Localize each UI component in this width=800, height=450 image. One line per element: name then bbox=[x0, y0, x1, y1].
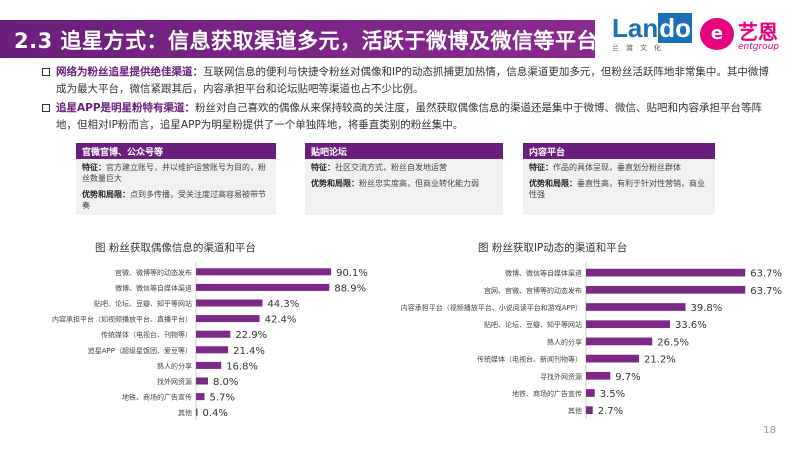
value-label: 0.4% bbox=[203, 408, 228, 419]
paragraph-1: 网络为粉丝追星提供绝佳渠道：互联网信息的便利与快捷令粉丝对偶像和IP的动态抓捕更… bbox=[42, 64, 776, 98]
entgroup-logo-en: entgroup bbox=[738, 42, 780, 52]
entgroup-logo-cn: 艺恩 bbox=[738, 20, 778, 44]
box-feature: 作品的具体呈现，垂直划分粉丝群体 bbox=[553, 163, 681, 172]
category-label: 熟人的分享 bbox=[157, 361, 192, 370]
value-label: 39.8% bbox=[691, 303, 723, 314]
category-label: 地铁、商场的广告宣传 bbox=[122, 393, 192, 402]
page-number: 18 bbox=[763, 425, 776, 436]
bar bbox=[196, 346, 229, 354]
category-label: 贴吧、论坛、豆瓣、知乎等网站 bbox=[94, 299, 192, 308]
box-header: 内容平台 bbox=[523, 143, 715, 159]
paragraph-2-text: 粉丝对自己喜欢的偶像从来保持较高的关注度，虽然获取偶像信息的渠道还是集中于微博、… bbox=[56, 102, 763, 131]
box-pro: 点到多传播，受关注度过高容易被带节奏 bbox=[82, 190, 266, 210]
value-label: 21.2% bbox=[644, 355, 676, 366]
chart-title-left: 图 粉丝获取偶像信息的渠道和平台 bbox=[95, 242, 256, 254]
bar bbox=[586, 337, 653, 346]
bar bbox=[586, 268, 746, 277]
value-label: 44.3% bbox=[267, 299, 299, 310]
value-label: 8.0% bbox=[213, 377, 238, 388]
value-label: 63.7% bbox=[750, 286, 782, 297]
value-label: 63.7% bbox=[750, 269, 782, 280]
chart-idol-info-channels: 官微、微博等的动态发布 90.1% 微博、微信等自媒体渠道 88.9% 贴吧、论坛、豆瓣… bbox=[52, 262, 368, 420]
bar bbox=[586, 371, 611, 380]
bar bbox=[586, 285, 746, 294]
value-label: 90.1% bbox=[336, 268, 368, 279]
box-feature: 官方建立账号，并以维护运营账号为目的，粉丝数量巨大 bbox=[82, 163, 266, 183]
paragraph-1-lead: 网络为粉丝追星提供绝佳渠道： bbox=[56, 66, 203, 78]
chart-ip-info-channels: 微博、微信等自媒体渠道 63.7% 官网、官微、官博等的动态发布 63.7% 内容承担平… bbox=[401, 262, 782, 419]
value-label: 5.7% bbox=[210, 393, 235, 404]
box-feature-label: 特征： bbox=[529, 163, 553, 172]
title-bar: 2.3 追星方式：信息获取渠道多元，活跃于微博及微信等平台 bbox=[0, 20, 599, 58]
bar bbox=[196, 315, 260, 323]
category-label: 寻找外网资源 bbox=[540, 372, 582, 381]
category-label: 微博、微信等自媒体渠道 bbox=[505, 269, 582, 278]
bar bbox=[586, 320, 670, 329]
lando-logo: Lando 兰渡文化 bbox=[612, 13, 692, 58]
channel-box-forum: 贴吧论坛 特征：社区交流方式，粉丝自发地运营 优势和局限：粉丝忠实度高，但商业转… bbox=[305, 143, 503, 215]
value-label: 33.6% bbox=[675, 320, 707, 331]
box-feature-label: 特征： bbox=[82, 163, 106, 172]
bar bbox=[586, 406, 593, 415]
category-label: 官网、官微、官博等的动态发布 bbox=[484, 286, 582, 295]
box-header: 贴吧论坛 bbox=[305, 143, 503, 159]
square-bullet-icon bbox=[42, 104, 50, 112]
box-pro-label: 优势和局限： bbox=[82, 190, 130, 199]
box-pro: 垂直性高，有利于针对性营销，商业性强 bbox=[529, 179, 705, 199]
category-label: 传统媒体（电视台、新闻刊物等） bbox=[477, 355, 582, 364]
paragraph-1-text: 互联网信息的便利与快捷令粉丝对偶像和IP的动态抓捕更加热情，信息渠道更加多元，但… bbox=[56, 66, 769, 95]
paragraph-2: 追星APP是明星粉特有渠道：粉丝对自己喜欢的偶像从来保持较高的关注度，虽然获取偶… bbox=[42, 100, 776, 134]
bar bbox=[196, 330, 231, 338]
box-pro-label: 优势和局限： bbox=[311, 179, 359, 188]
chart-title-right: 图 粉丝获取IP动态的渠道和平台 bbox=[478, 242, 628, 254]
lando-logo-word: Lando bbox=[612, 13, 692, 43]
box-feature: 社区交流方式，粉丝自发地运营 bbox=[335, 163, 447, 172]
bar bbox=[196, 299, 263, 307]
bar bbox=[196, 377, 208, 385]
value-label: 9.7% bbox=[615, 372, 640, 383]
category-label: 贴吧、论坛、豆瓣、知乎等网站 bbox=[484, 320, 582, 329]
bar bbox=[196, 283, 330, 291]
bar bbox=[586, 354, 639, 363]
category-label: 熟人的分享 bbox=[547, 337, 582, 346]
paragraph-2-lead: 追星APP是明星粉特有渠道： bbox=[56, 102, 196, 114]
bar bbox=[196, 408, 198, 416]
category-label: 找外网资源 bbox=[157, 377, 192, 386]
category-label: 微博、微信等自媒体渠道 bbox=[115, 283, 192, 292]
box-feature-label: 特征： bbox=[311, 163, 335, 172]
bar bbox=[586, 303, 686, 311]
value-label: 21.4% bbox=[233, 346, 265, 357]
category-label: 内容承担平台（如视频播放平台、直播平台） bbox=[52, 315, 192, 324]
category-label: 其他 bbox=[178, 408, 192, 417]
value-label: 16.8% bbox=[226, 361, 258, 372]
category-label: 地铁、商场的广告宣传 bbox=[512, 389, 582, 398]
category-label: 其他 bbox=[568, 406, 582, 415]
lando-logo-sub: 兰渡文化 bbox=[612, 44, 668, 52]
bar bbox=[196, 361, 222, 369]
entgroup-logo: e 艺恩 entgroup bbox=[700, 16, 790, 56]
box-pro: 粉丝忠实度高，但商业转化能力弱 bbox=[359, 179, 479, 188]
category-label: 官微、微博等的动态发布 bbox=[115, 268, 192, 277]
value-label: 26.5% bbox=[657, 337, 689, 348]
box-header: 官微官博、公众号等 bbox=[76, 143, 276, 159]
entgroup-mark-icon: e bbox=[700, 18, 734, 50]
value-label: 3.5% bbox=[600, 389, 625, 400]
channel-box-official: 官微官博、公众号等 特征：官方建立账号，并以维护运营账号为目的，粉丝数量巨大 优… bbox=[76, 143, 276, 215]
channel-box-content: 内容平台 特征：作品的具体呈现，垂直划分粉丝群体 优势和局限：垂直性高，有利于针… bbox=[523, 143, 715, 215]
category-label: 传统媒体（电视台、刊物等） bbox=[101, 330, 192, 339]
bar bbox=[196, 268, 332, 276]
value-label: 2.7% bbox=[598, 406, 623, 417]
value-label: 42.4% bbox=[265, 315, 297, 326]
category-label: 追星APP（超级星饭团、爱豆等） bbox=[88, 346, 192, 355]
category-label: 内容承担平台（视频播放平台、小说阅读平台和游戏APP） bbox=[401, 303, 582, 312]
square-bullet-icon bbox=[42, 68, 50, 76]
page-title: 2.3 追星方式：信息获取渠道多元，活跃于微博及微信等平台 bbox=[14, 29, 599, 53]
value-label: 22.9% bbox=[235, 330, 267, 341]
value-label: 88.9% bbox=[334, 283, 366, 294]
bar bbox=[586, 389, 595, 397]
bar bbox=[196, 393, 205, 401]
box-pro-label: 优势和局限： bbox=[529, 179, 577, 188]
